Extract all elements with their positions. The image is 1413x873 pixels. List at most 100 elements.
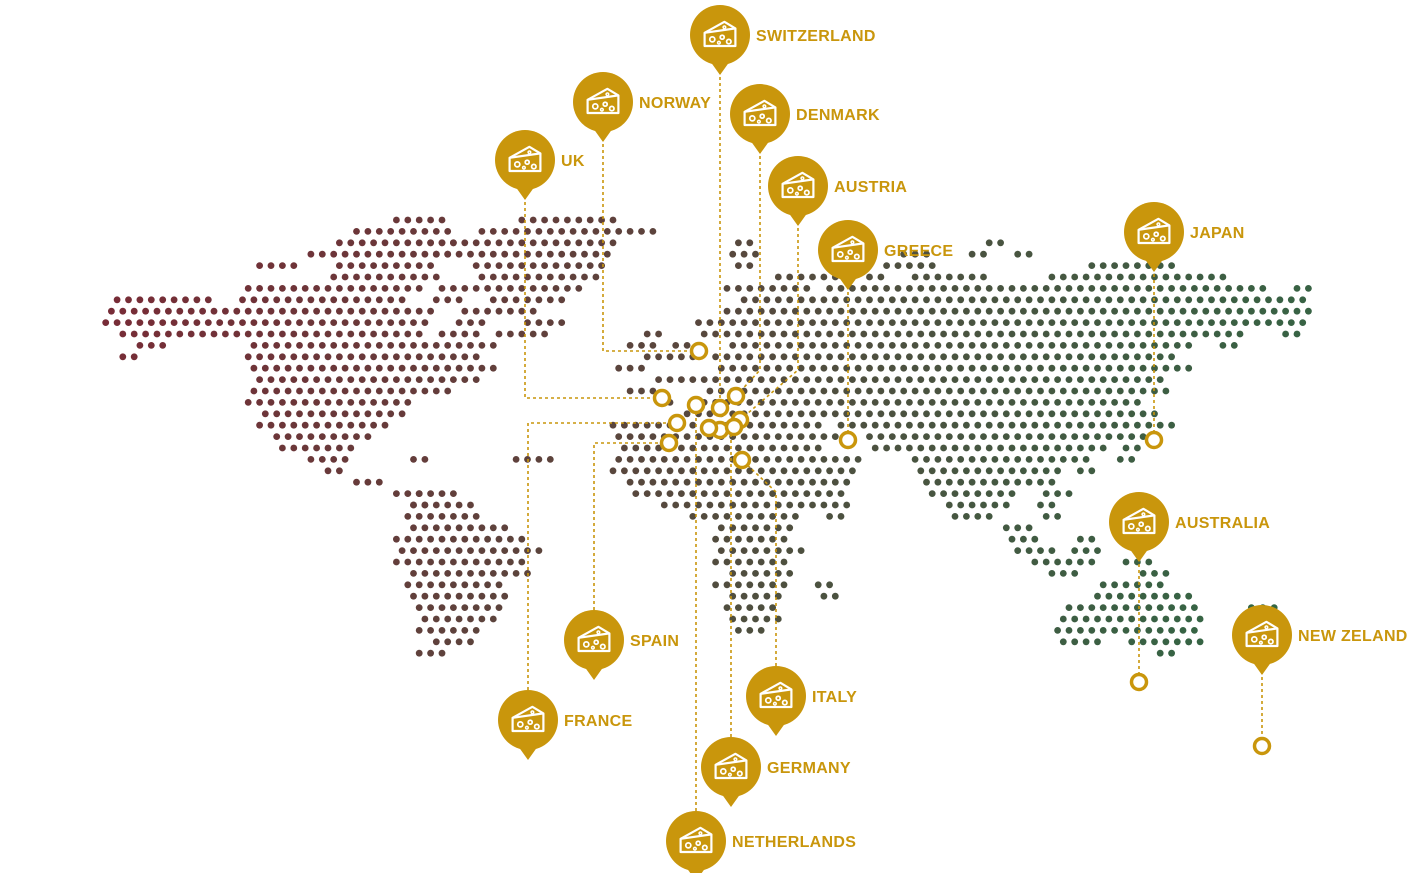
map-dot bbox=[683, 410, 691, 418]
map-dot bbox=[860, 330, 868, 338]
pin-new-zeland[interactable]: NEW ZELAND bbox=[1232, 605, 1408, 675]
pin-denmark[interactable]: DENMARK bbox=[730, 84, 880, 154]
map-dot bbox=[535, 547, 543, 554]
location-ring-denmark[interactable] bbox=[726, 386, 746, 406]
pin-norway[interactable]: NORWAY bbox=[573, 72, 711, 142]
map-dot bbox=[997, 399, 1004, 406]
map-dot bbox=[1088, 627, 1096, 634]
map-dot bbox=[638, 433, 645, 440]
map-dot bbox=[1071, 342, 1079, 349]
location-ring-uk[interactable] bbox=[652, 388, 672, 408]
pin-france[interactable]: FRANCE bbox=[498, 690, 632, 760]
map-dot bbox=[1054, 376, 1061, 383]
map-dot bbox=[945, 342, 953, 349]
map-dot bbox=[1122, 399, 1130, 406]
map-dot bbox=[1031, 399, 1039, 406]
map-dot bbox=[1088, 604, 1096, 611]
map-dot bbox=[1248, 307, 1255, 315]
map-dot bbox=[484, 262, 491, 269]
map-dot bbox=[250, 296, 258, 304]
location-ring-extra[interactable] bbox=[724, 417, 744, 437]
map-dot bbox=[769, 444, 776, 452]
location-ring-france[interactable] bbox=[667, 413, 687, 433]
map-dot bbox=[803, 330, 811, 338]
map-dot bbox=[1002, 387, 1010, 395]
pin-italy[interactable]: ITALY bbox=[746, 666, 857, 736]
location-ring-norway[interactable] bbox=[689, 341, 709, 361]
map-dot bbox=[575, 216, 583, 224]
map-dot bbox=[450, 239, 457, 247]
map-dot bbox=[1048, 387, 1056, 395]
map-dot bbox=[997, 353, 1004, 361]
map-dot bbox=[951, 285, 959, 292]
map-dot bbox=[461, 627, 469, 634]
map-dot bbox=[455, 547, 463, 554]
map-dot bbox=[831, 319, 839, 326]
map-dot bbox=[1259, 285, 1267, 292]
map-dot bbox=[307, 456, 315, 463]
map-dot bbox=[256, 285, 263, 292]
map-dot bbox=[888, 296, 896, 304]
map-dot bbox=[1191, 627, 1198, 634]
map-dot bbox=[586, 216, 594, 224]
map-dot bbox=[780, 467, 788, 475]
map-dot bbox=[649, 342, 657, 349]
map-dot bbox=[427, 604, 434, 611]
location-ring-australia[interactable] bbox=[1129, 672, 1149, 692]
map-dot bbox=[928, 376, 936, 383]
map-dot bbox=[564, 285, 571, 292]
map-dot bbox=[871, 330, 879, 338]
map-dot bbox=[472, 604, 480, 611]
map-dot bbox=[478, 228, 486, 235]
pin-japan[interactable]: JAPAN bbox=[1124, 202, 1245, 272]
pin-switzerland[interactable]: SWITZERLAND bbox=[690, 5, 876, 75]
map-dot bbox=[963, 490, 970, 497]
pin-spain[interactable]: SPAIN bbox=[564, 610, 679, 680]
map-dot bbox=[199, 307, 207, 315]
map-dot bbox=[296, 387, 303, 395]
map-dot bbox=[438, 285, 446, 292]
location-ring-japan[interactable] bbox=[1144, 430, 1164, 450]
map-dot bbox=[1134, 285, 1141, 292]
map-dot bbox=[455, 638, 463, 646]
location-ring-netherlands[interactable] bbox=[686, 395, 706, 415]
map-dot bbox=[1293, 285, 1301, 292]
map-dot bbox=[564, 239, 571, 247]
map-dot bbox=[438, 330, 446, 338]
map-dot bbox=[883, 421, 890, 429]
map-dot bbox=[643, 330, 651, 338]
map-dot bbox=[871, 353, 879, 361]
location-ring-extra[interactable] bbox=[699, 418, 719, 438]
map-dot bbox=[951, 467, 959, 475]
location-ring-greece[interactable] bbox=[838, 430, 858, 450]
map-dot bbox=[353, 319, 360, 326]
location-ring-italy[interactable] bbox=[732, 450, 752, 470]
map-dot bbox=[119, 353, 127, 361]
pin-germany[interactable]: GERMANY bbox=[701, 737, 851, 807]
location-ring-new-zeland[interactable] bbox=[1252, 736, 1272, 756]
map-dot bbox=[142, 307, 150, 315]
map-dot bbox=[803, 376, 811, 383]
pin-badge bbox=[1109, 492, 1169, 552]
map-dot bbox=[1139, 273, 1147, 281]
pin-austria[interactable]: AUSTRIA bbox=[768, 156, 907, 226]
pin-uk[interactable]: UK bbox=[495, 130, 585, 200]
map-dot bbox=[957, 342, 965, 349]
map-dot bbox=[301, 421, 309, 429]
map-dot bbox=[963, 285, 970, 292]
map-dot bbox=[1042, 307, 1050, 315]
map-dot bbox=[712, 581, 719, 589]
map-dot bbox=[957, 364, 965, 372]
map-dot bbox=[780, 581, 788, 589]
map-dot bbox=[774, 478, 782, 486]
pin-australia[interactable]: AUSTRALIA bbox=[1109, 492, 1270, 562]
map-dot bbox=[957, 296, 965, 304]
location-ring-switzerland[interactable] bbox=[710, 398, 730, 418]
map-dot bbox=[837, 467, 845, 475]
pin-greece[interactable]: GREECE bbox=[818, 220, 953, 290]
pin-netherlands[interactable]: NETHERLANDS bbox=[666, 811, 856, 873]
location-ring-spain[interactable] bbox=[659, 433, 679, 453]
map-dot bbox=[1230, 319, 1238, 326]
map-dot bbox=[318, 364, 326, 372]
map-dot bbox=[518, 239, 526, 247]
